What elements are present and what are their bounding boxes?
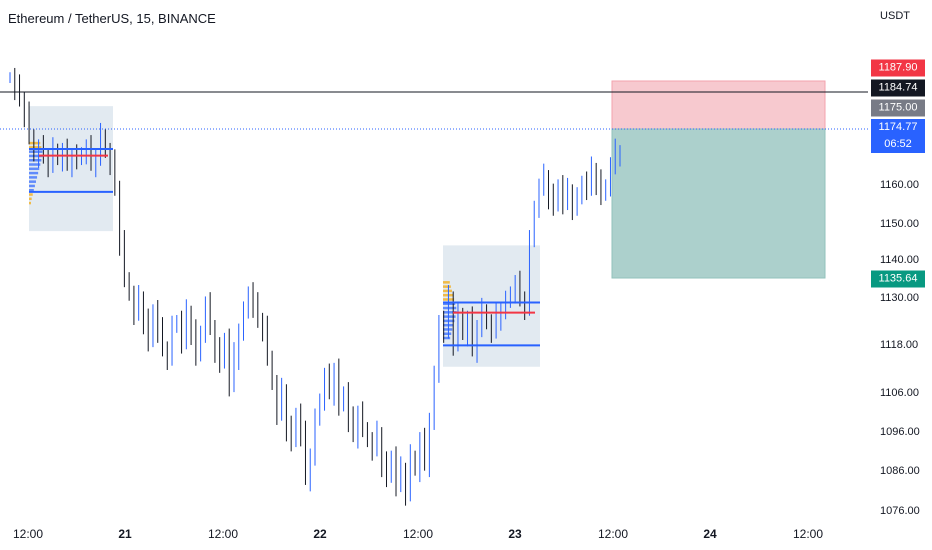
stop-price-badge: 1187.90 <box>871 59 925 77</box>
time-tick-label: 12:00 <box>597 527 629 541</box>
currency-label: USDT <box>880 10 910 22</box>
volume-profile-bar <box>443 315 456 318</box>
volume-profile-bar <box>443 289 452 293</box>
volume-profile-bar <box>29 154 43 158</box>
price-tick-label: 1086.00 <box>880 465 920 477</box>
volume-profile-bar <box>29 180 36 183</box>
volume-profile-bar <box>29 150 43 153</box>
volume-profile-bar <box>443 328 453 331</box>
time-tick-label: 23 <box>508 527 522 541</box>
time-tick-label: 12:00 <box>792 527 824 541</box>
price-tick-label: 1140.00 <box>880 254 919 266</box>
volume-profile-bar <box>29 158 42 162</box>
volume-profile-bar <box>29 188 34 192</box>
value-area-box <box>443 245 540 367</box>
price-tick-label: 1160.00 <box>880 179 919 191</box>
current-price-badge: 1174.77 06:52 <box>871 119 925 153</box>
volume-profile-bar <box>29 167 40 171</box>
time-tick-label: 21 <box>118 527 132 541</box>
volume-profile-bar <box>443 336 451 340</box>
volume-profile-bar <box>29 201 31 205</box>
price-tick-label: 1150.00 <box>880 218 919 230</box>
volume-profile-bar <box>443 285 451 288</box>
price-tick-label: 1106.00 <box>880 387 919 399</box>
value-area-lines <box>29 148 540 347</box>
take-profit-zone[interactable] <box>611 128 826 279</box>
volume-profile-bar <box>29 176 38 179</box>
volume-profile-bar <box>443 302 456 306</box>
volume-profile-bar <box>443 306 457 310</box>
price-tick-label: 1096.00 <box>880 426 920 438</box>
volume-profile-bar <box>29 193 33 196</box>
short-position-tool[interactable] <box>611 80 826 279</box>
volume-profile-bar <box>29 163 41 166</box>
stop-loss-zone[interactable] <box>611 80 826 130</box>
time-tick-label: 22 <box>313 527 327 541</box>
volume-profile-bar <box>29 171 39 175</box>
last-price-badge: 1184.74 <box>871 79 925 97</box>
price-tick-label: 1076.00 <box>880 505 920 517</box>
volume-profile-bar <box>443 332 452 335</box>
volume-profile-bar <box>29 141 41 145</box>
target-price-badge: 1135.64 <box>871 270 925 288</box>
bar-countdown: 06:52 <box>884 138 912 150</box>
price-tick-label: 1130.00 <box>880 292 919 304</box>
time-tick-label: 12:00 <box>12 527 44 541</box>
symbol-title: Ethereum / TetherUS, 15, BINANCE <box>8 11 216 26</box>
volume-profile-bar <box>443 281 450 284</box>
price-tick-label: 1118.00 <box>880 339 919 351</box>
volume-profile-bar <box>29 197 32 201</box>
entry-price-badge: 1175.00 <box>871 99 925 117</box>
volume-profile-bar <box>29 146 42 149</box>
volume-profile-bar <box>443 311 457 314</box>
candlestick-series <box>9 67 621 506</box>
volume-profile-bar <box>29 184 35 188</box>
time-tick-label: 24 <box>703 527 717 541</box>
time-tick-label: 12:00 <box>402 527 434 541</box>
time-tick-label: 12:00 <box>207 527 239 541</box>
current-price-value: 1174.77 <box>878 121 918 133</box>
value-area-box <box>29 106 113 232</box>
